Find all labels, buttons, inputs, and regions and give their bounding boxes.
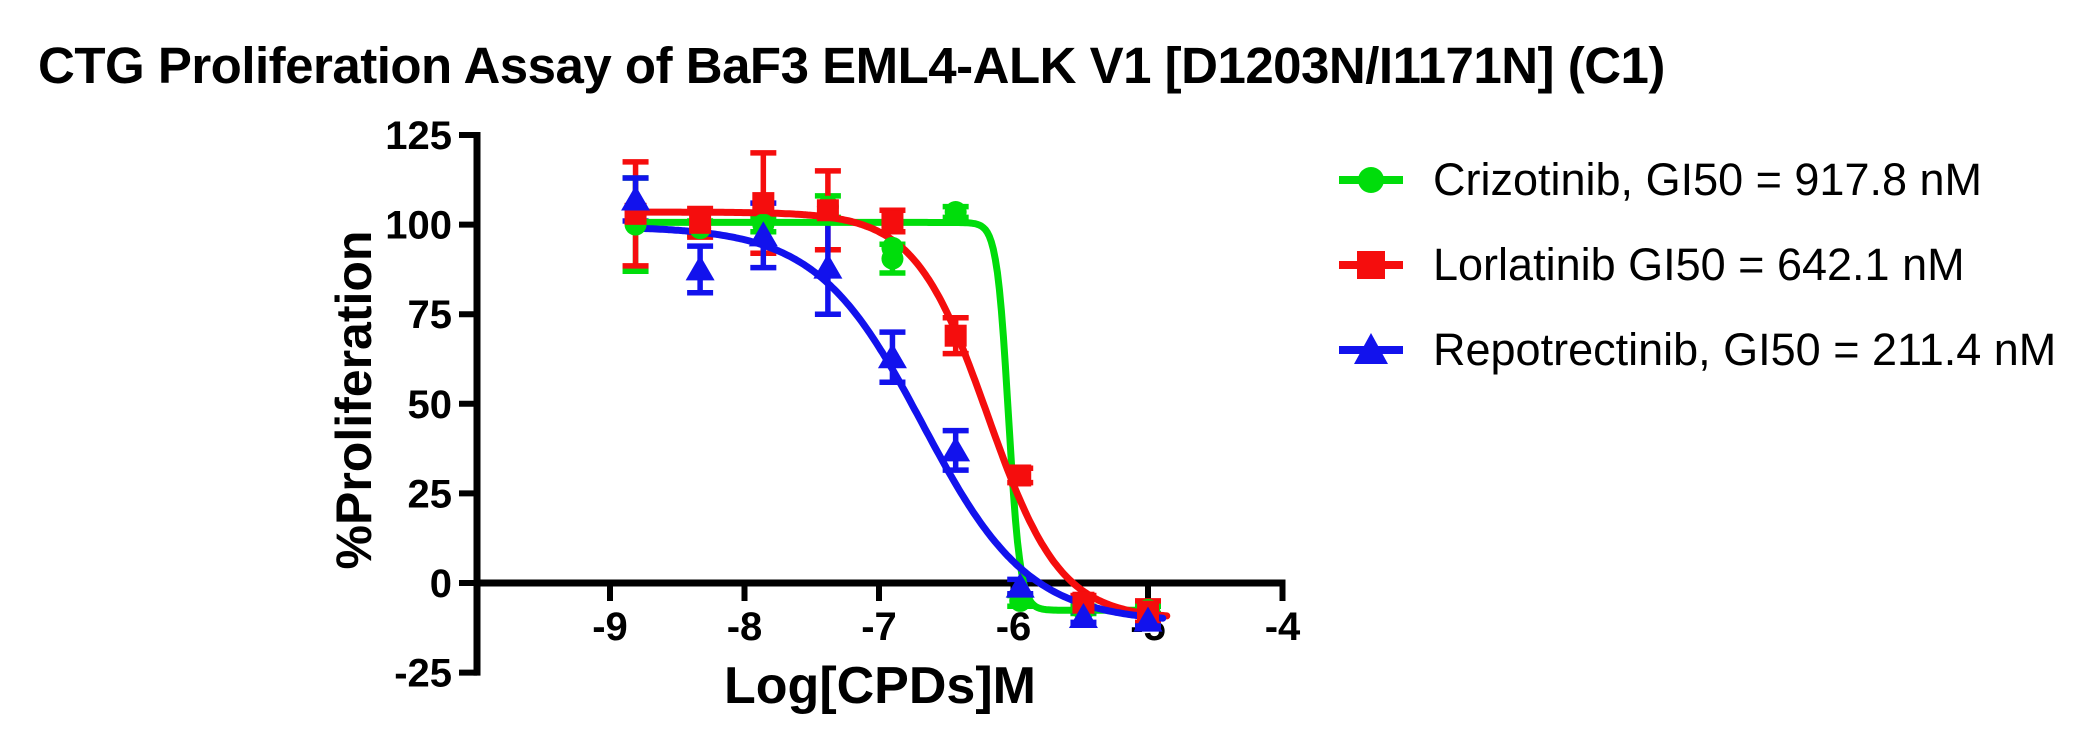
data-point	[1068, 603, 1098, 629]
data-point	[881, 210, 904, 233]
legend-label-crizotinib: Crizotinib, GI50 = 917.8 nM	[1433, 154, 1983, 205]
axis-ticks	[459, 132, 1286, 676]
repotrectinib-marker-icon	[1339, 333, 1403, 364]
legend-row-lorlatinib: Lorlatinib GI50 = 642.1 nM	[1337, 239, 2056, 290]
legend-row-repotrectinib: Repotrectinib, GI50 = 211.4 nM	[1337, 324, 2056, 375]
x-tick-label: -9	[592, 605, 628, 649]
chart-title: CTG Proliferation Assay of BaF3 EML4-ALK…	[38, 37, 1665, 94]
y-tick-label: 25	[408, 472, 453, 516]
y-tick-label: 50	[408, 383, 453, 427]
data-point	[877, 343, 907, 369]
data-point	[685, 255, 715, 281]
data-point	[748, 221, 778, 247]
x-tick-label: -8	[727, 605, 763, 649]
repotrectinib-points	[621, 185, 1163, 632]
legend-symbol	[1358, 167, 1384, 193]
data-point	[621, 185, 651, 211]
y-tick-label: 100	[385, 204, 452, 248]
legend-label-repotrectinib: Repotrectinib, GI50 = 211.4 nM	[1433, 324, 2057, 375]
x-tick-label: -6	[996, 605, 1032, 649]
data-point	[813, 253, 843, 279]
y-tick-label: -25	[394, 652, 452, 696]
data-point	[1005, 572, 1035, 598]
legend-row-crizotinib: Crizotinib, GI50 = 917.8 nM	[1337, 154, 2056, 205]
crizotinib-curve	[626, 218, 1161, 614]
crizotinib-points	[624, 195, 1159, 621]
data-point	[1133, 606, 1163, 632]
data-point	[816, 199, 839, 222]
x-axis-label: Log[CPDs]M	[724, 657, 1036, 715]
y-axis-label: %Proliferation	[326, 230, 382, 570]
x-tick-label: -4	[1265, 605, 1301, 649]
legend-label-lorlatinib: Lorlatinib GI50 = 642.1 nM	[1433, 239, 1965, 290]
y-tick-label: 125	[385, 114, 452, 158]
data-point	[941, 436, 971, 462]
data-point	[944, 201, 967, 224]
y-tick-label: 75	[408, 293, 453, 337]
y-tick-label: 0	[430, 562, 452, 606]
crizotinib-marker-icon	[1339, 167, 1403, 193]
data-point	[752, 192, 775, 215]
data-point	[944, 324, 967, 347]
legend-symbol	[1354, 333, 1388, 364]
data-point	[689, 211, 712, 234]
legend-symbol	[1357, 251, 1385, 279]
data-point	[1009, 464, 1032, 487]
data-point	[881, 236, 904, 259]
x-tick-label: -7	[861, 605, 897, 649]
legend: Crizotinib, GI50 = 917.8 nM Lorlatinib G…	[1337, 154, 2056, 413]
repotrectinib-curve	[626, 224, 1167, 622]
lorlatinib-marker-icon	[1339, 251, 1403, 279]
data-point	[1072, 591, 1095, 614]
